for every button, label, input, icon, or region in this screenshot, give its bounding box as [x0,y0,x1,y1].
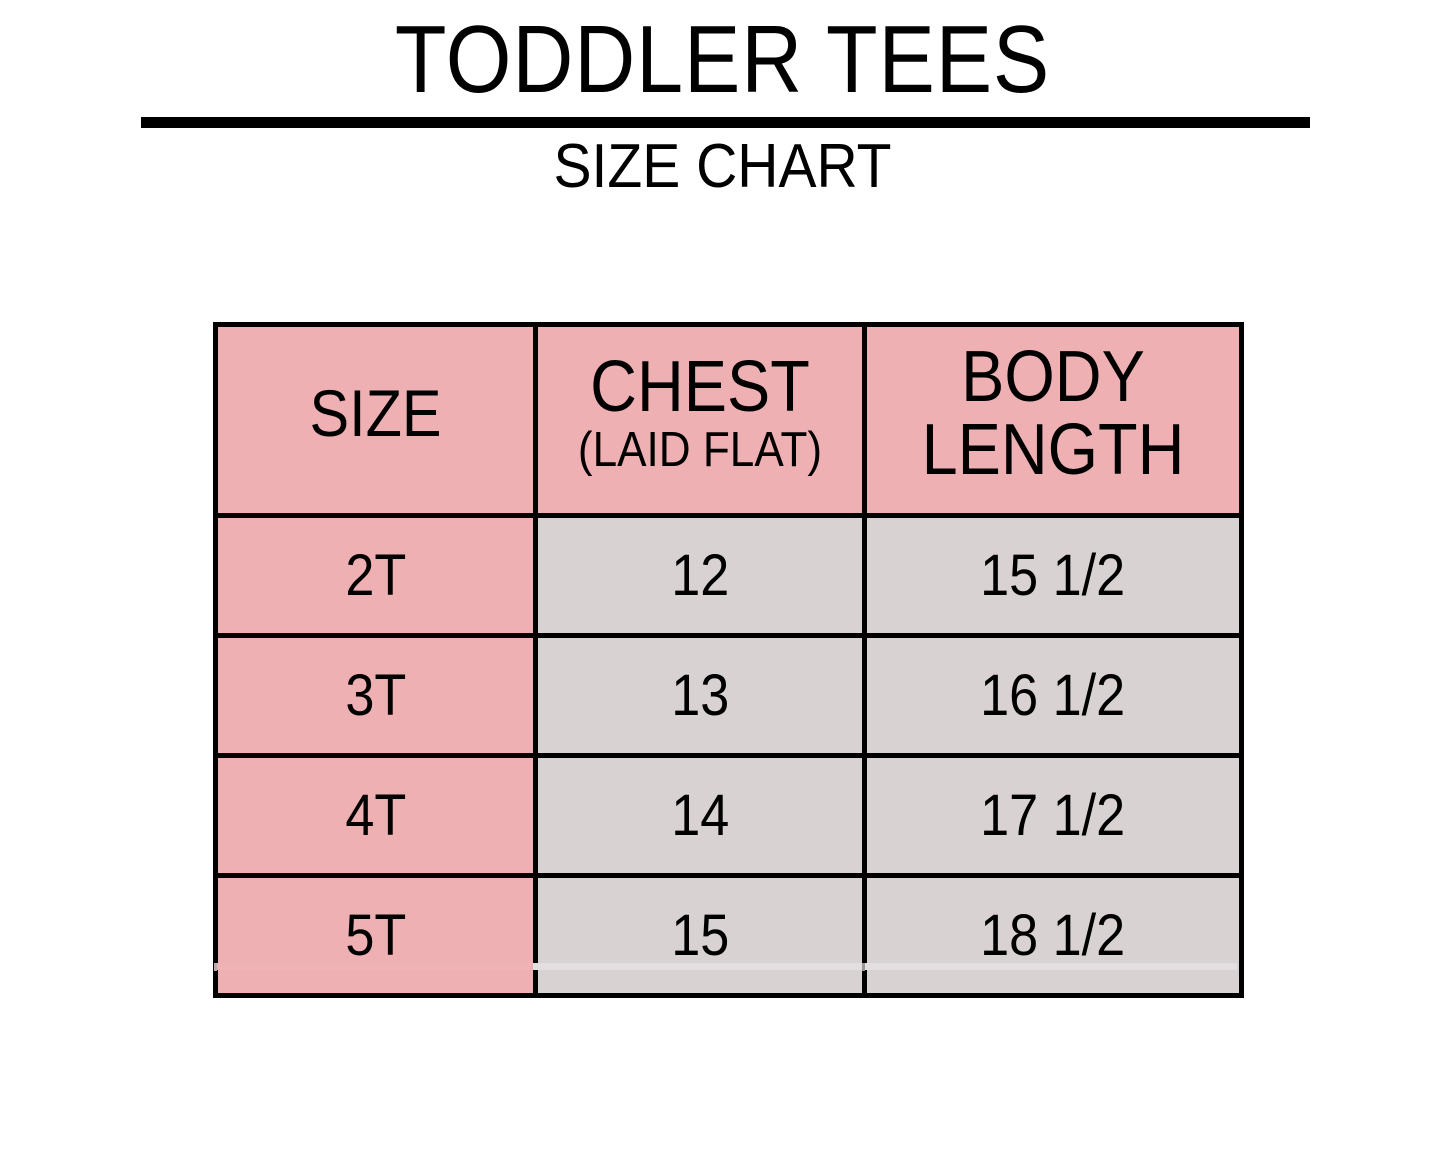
size-chart-table-container: SIZE CHEST (LAID FLAT) BODY LENGTH [213,322,1244,998]
table-bottom-edge-artifact-pink [215,963,531,970]
cell-size-value: 4T [345,782,406,848]
table-header-row: SIZE CHEST (LAID FLAT) BODY LENGTH [213,322,1244,518]
cell-size: 4T [213,753,538,878]
title-divider-rule [141,117,1310,128]
cell-chest: 14 [533,753,867,878]
table-bottom-tick-right [862,963,865,971]
cell-size-value: 5T [345,902,406,968]
cell-size: 3T [213,633,538,758]
table-bottom-edge-artifact-gray [533,963,1237,970]
page-title: TODDLER TEES [394,6,1051,113]
cell-chest: 13 [533,633,867,758]
table-row: 5T 15 18 1/2 [213,873,1244,998]
column-header-size: SIZE [213,322,538,518]
cell-size: 2T [213,513,538,638]
cell-body-length: 15 1/2 [862,513,1244,638]
cell-chest-value: 15 [670,902,730,968]
cell-size-value: 3T [345,662,406,728]
cell-body-length: 16 1/2 [862,633,1244,758]
cell-body-length: 17 1/2 [862,753,1244,878]
cell-body-length-value: 18 1/2 [980,902,1126,968]
table-bottom-tick-left [214,963,217,971]
cell-chest: 15 [533,873,867,998]
cell-body-length-value: 15 1/2 [980,542,1126,608]
cell-chest-value: 12 [670,542,730,608]
column-header-body-label: BODY [961,337,1145,417]
column-header-body-length: BODY LENGTH [862,322,1244,518]
column-header-chest: CHEST (LAID FLAT) [533,322,867,518]
cell-chest-value: 13 [670,662,730,728]
title-block: TODDLER TEES SIZE CHART [0,0,1445,199]
cell-chest: 12 [533,513,867,638]
column-header-chest-label: CHEST [590,347,810,427]
column-header-size-label: SIZE [309,376,442,450]
cell-chest-value: 14 [670,782,730,848]
table-row: 4T 14 17 1/2 [213,753,1244,878]
cell-size: 5T [213,873,538,998]
column-header-chest-sublabel: (LAID FLAT) [577,423,823,477]
size-chart-table: SIZE CHEST (LAID FLAT) BODY LENGTH [213,322,1244,998]
table-row: 3T 13 16 1/2 [213,633,1244,758]
cell-size-value: 2T [345,542,406,608]
table-row: 2T 12 15 1/2 [213,513,1244,638]
page-subtitle: SIZE CHART [553,132,892,201]
cell-body-length-value: 17 1/2 [980,782,1126,848]
column-header-length-label: LENGTH [921,410,1185,490]
cell-body-length-value: 16 1/2 [980,662,1126,728]
cell-body-length: 18 1/2 [862,873,1244,998]
